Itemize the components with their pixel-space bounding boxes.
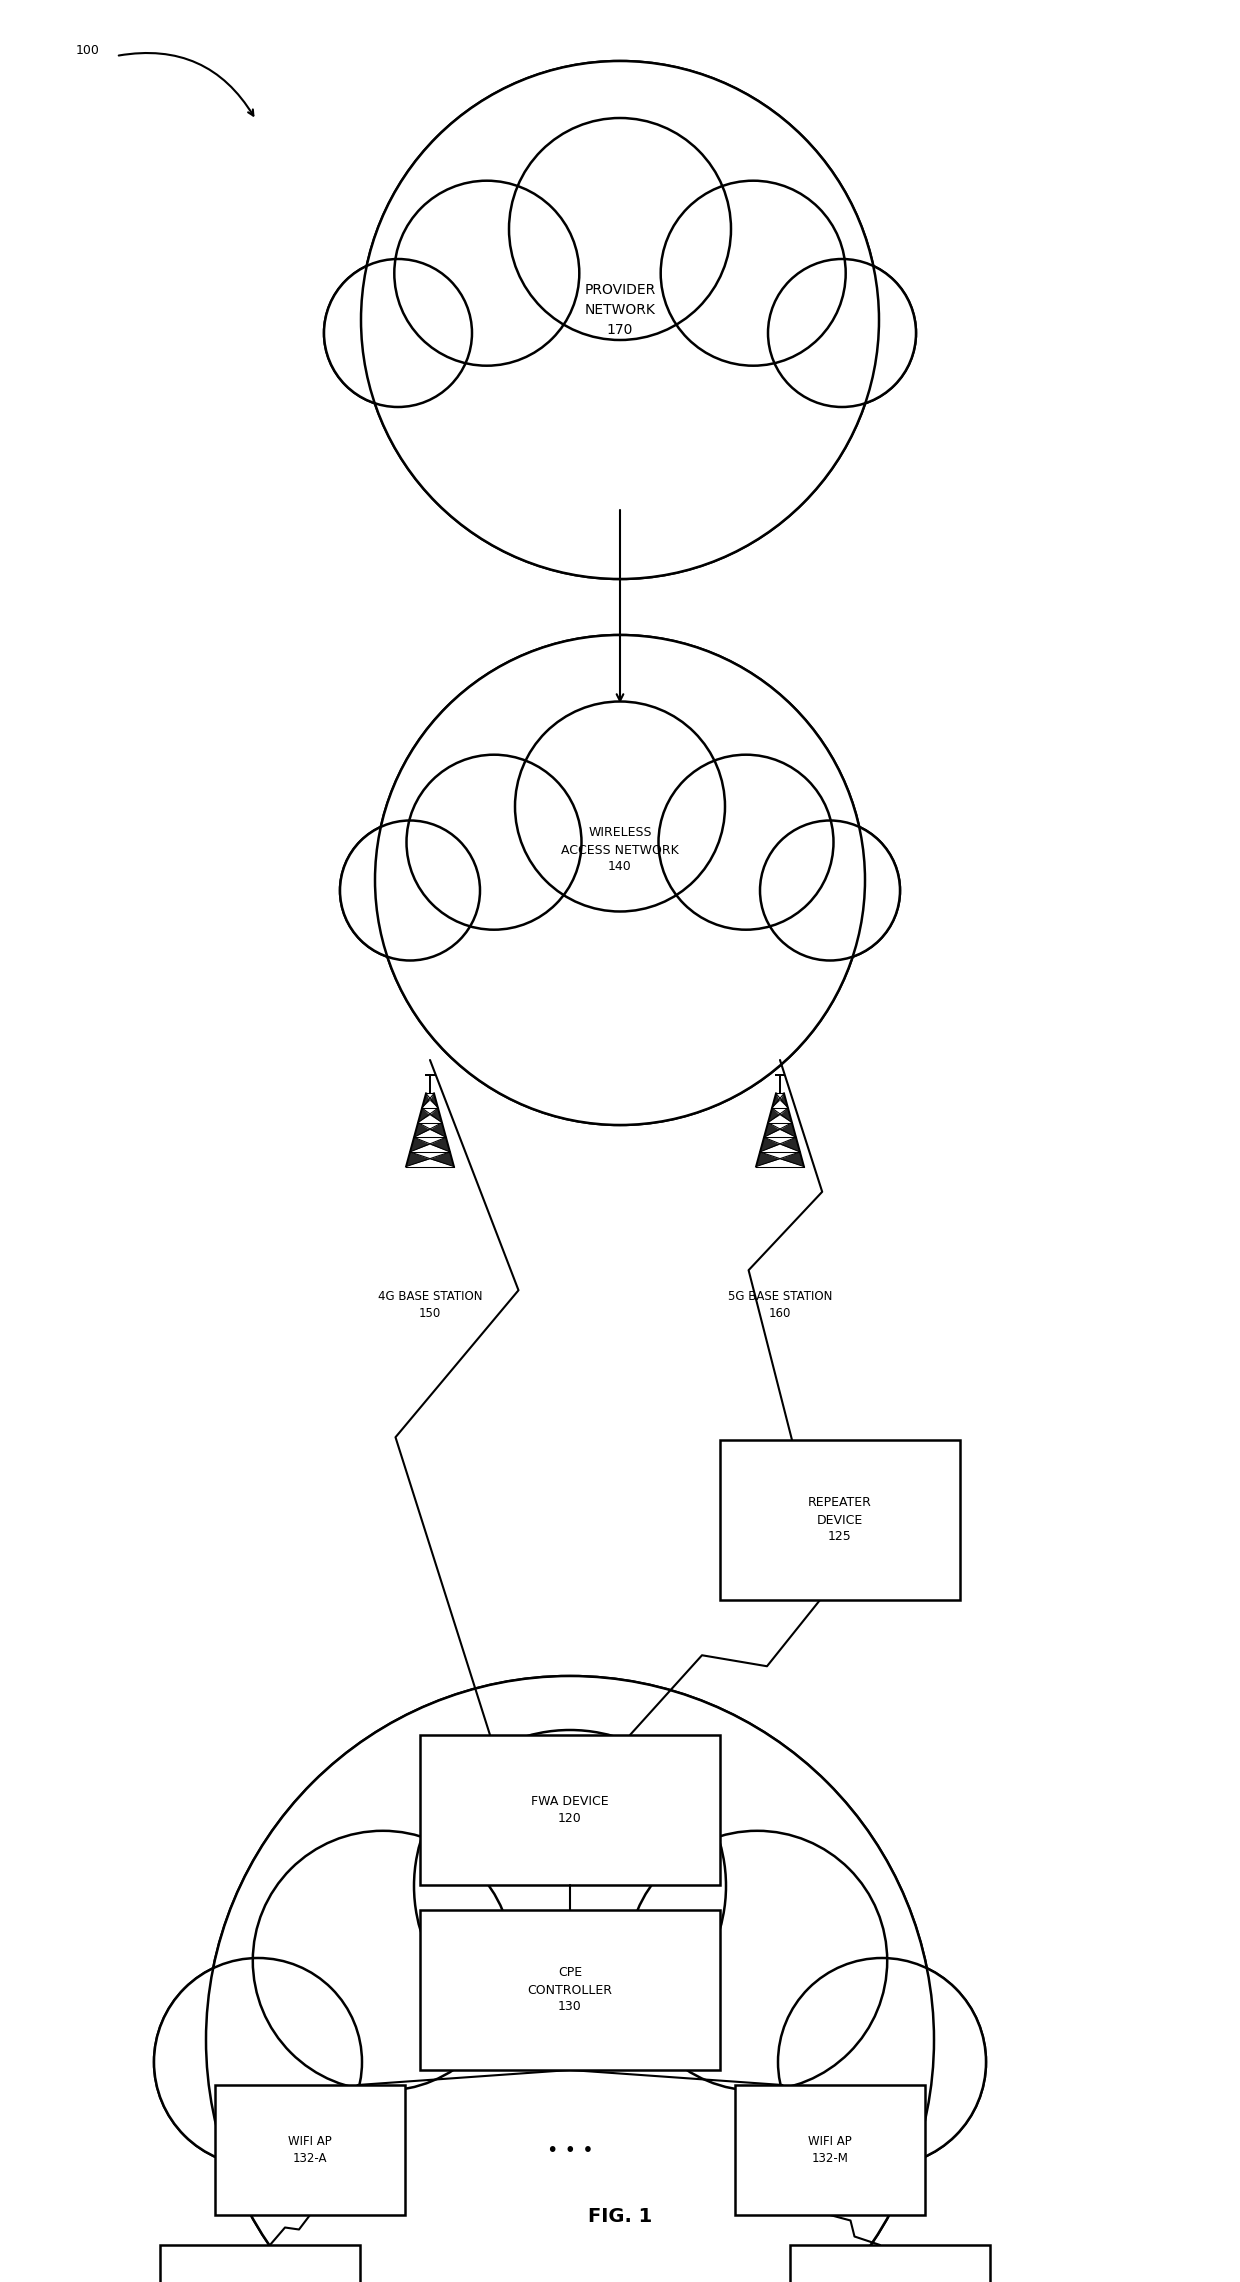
Bar (720, 1440, 960, 1600)
Polygon shape (780, 1109, 792, 1123)
Circle shape (658, 755, 833, 929)
Circle shape (324, 258, 472, 406)
Bar (160, 2245, 360, 2282)
Circle shape (207, 1677, 934, 2282)
Circle shape (340, 822, 480, 961)
Polygon shape (410, 1136, 430, 1152)
Circle shape (515, 701, 725, 911)
Circle shape (361, 62, 879, 580)
Polygon shape (430, 1123, 446, 1136)
Circle shape (510, 119, 730, 340)
Text: 5G BASE STATION
160: 5G BASE STATION 160 (728, 1289, 832, 1319)
Circle shape (154, 1958, 362, 2166)
Text: CPE
CONTROLLER
130: CPE CONTROLLER 130 (527, 1967, 613, 2013)
Circle shape (658, 755, 833, 929)
Circle shape (340, 822, 480, 961)
Polygon shape (756, 1152, 780, 1166)
Circle shape (253, 1830, 512, 2090)
Bar (790, 2245, 990, 2282)
Circle shape (376, 634, 864, 1125)
Polygon shape (422, 1093, 430, 1109)
Circle shape (779, 1958, 986, 2166)
Circle shape (206, 1675, 934, 2282)
Bar (420, 1734, 720, 1885)
Polygon shape (760, 1136, 780, 1152)
Polygon shape (764, 1123, 780, 1136)
Polygon shape (780, 1093, 787, 1109)
Text: WIFI AP
132-M: WIFI AP 132-M (808, 2136, 852, 2166)
Circle shape (253, 1830, 513, 2090)
Circle shape (394, 180, 579, 365)
Circle shape (324, 260, 472, 406)
Circle shape (508, 119, 732, 340)
Circle shape (768, 260, 916, 406)
Polygon shape (430, 1093, 438, 1109)
Circle shape (407, 755, 582, 929)
Circle shape (768, 258, 916, 406)
Circle shape (515, 701, 725, 911)
Circle shape (407, 755, 582, 929)
Circle shape (414, 1730, 725, 2042)
Circle shape (627, 1830, 887, 2090)
Polygon shape (405, 1152, 430, 1166)
Bar (215, 2086, 405, 2216)
Polygon shape (430, 1109, 441, 1123)
Polygon shape (430, 1136, 450, 1152)
Circle shape (661, 180, 846, 365)
Circle shape (627, 1830, 887, 2090)
Circle shape (394, 180, 579, 365)
Polygon shape (780, 1136, 800, 1152)
Text: FIG. 1: FIG. 1 (588, 2207, 652, 2225)
Polygon shape (773, 1093, 780, 1109)
Bar (735, 2086, 925, 2216)
Circle shape (777, 1958, 986, 2166)
Circle shape (661, 180, 846, 365)
Text: • • •: • • • (547, 2141, 593, 2159)
Polygon shape (430, 1152, 454, 1166)
Circle shape (154, 1958, 362, 2166)
Circle shape (362, 62, 878, 577)
Text: REPEATER
DEVICE
125: REPEATER DEVICE 125 (808, 1497, 872, 1543)
Polygon shape (418, 1109, 430, 1123)
Text: WIFI AP
132-A: WIFI AP 132-A (288, 2136, 332, 2166)
Polygon shape (780, 1123, 796, 1136)
Polygon shape (780, 1152, 804, 1166)
Polygon shape (414, 1123, 430, 1136)
Circle shape (414, 1730, 725, 2042)
Polygon shape (768, 1109, 780, 1123)
Circle shape (760, 822, 900, 961)
Text: 100: 100 (76, 43, 100, 57)
FancyArrowPatch shape (119, 52, 253, 116)
Circle shape (760, 822, 900, 961)
Circle shape (374, 634, 866, 1125)
Text: FWA DEVICE
120: FWA DEVICE 120 (531, 1796, 609, 1826)
Bar (420, 1910, 720, 2070)
Text: 4G BASE STATION
150: 4G BASE STATION 150 (378, 1289, 482, 1319)
Text: WIRELESS
ACCESS NETWORK
140: WIRELESS ACCESS NETWORK 140 (562, 826, 678, 874)
Text: PROVIDER
NETWORK
170: PROVIDER NETWORK 170 (584, 283, 656, 335)
